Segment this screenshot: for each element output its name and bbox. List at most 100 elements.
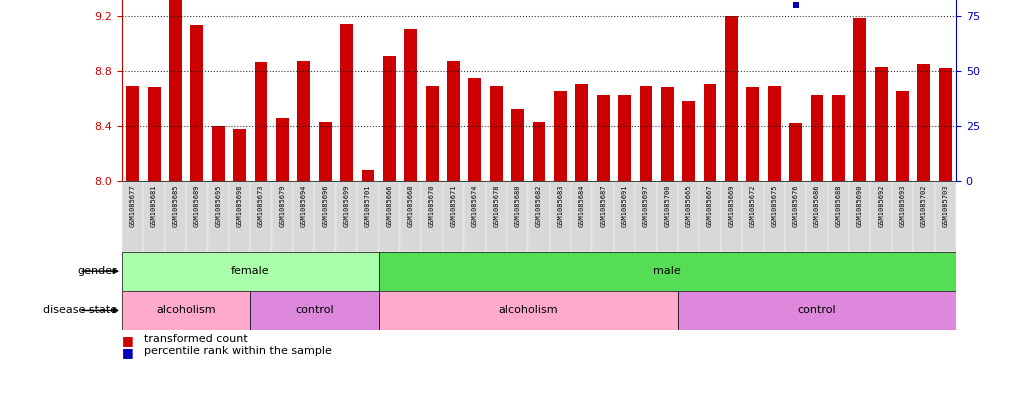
Bar bbox=[704, 84, 717, 181]
Bar bbox=[272, 181, 293, 252]
Bar bbox=[464, 181, 485, 252]
Bar bbox=[122, 181, 143, 252]
Text: GSM1085676: GSM1085676 bbox=[792, 184, 798, 227]
Bar bbox=[378, 252, 956, 291]
Bar bbox=[935, 181, 956, 252]
Bar bbox=[597, 95, 609, 181]
Bar bbox=[614, 181, 636, 252]
Bar bbox=[682, 101, 695, 181]
Text: male: male bbox=[654, 266, 681, 276]
Text: GSM1085672: GSM1085672 bbox=[750, 184, 756, 227]
Bar bbox=[378, 291, 678, 330]
Bar bbox=[357, 181, 378, 252]
Bar bbox=[576, 84, 588, 181]
Bar bbox=[721, 181, 742, 252]
Text: GSM1085671: GSM1085671 bbox=[451, 184, 457, 227]
Text: GSM1085690: GSM1085690 bbox=[856, 184, 862, 227]
Bar bbox=[806, 181, 828, 252]
Text: GSM1085702: GSM1085702 bbox=[921, 184, 926, 227]
Text: GSM1085668: GSM1085668 bbox=[408, 184, 414, 227]
Bar bbox=[122, 252, 378, 291]
Bar bbox=[528, 181, 550, 252]
Bar bbox=[764, 181, 785, 252]
Bar bbox=[276, 118, 289, 181]
Bar bbox=[212, 126, 225, 181]
Bar bbox=[896, 91, 909, 181]
Text: GSM1085697: GSM1085697 bbox=[643, 184, 649, 227]
Text: disease state: disease state bbox=[43, 305, 117, 316]
Text: GSM1085669: GSM1085669 bbox=[728, 184, 734, 227]
Bar bbox=[828, 181, 849, 252]
Bar bbox=[378, 181, 400, 252]
Bar bbox=[147, 87, 161, 181]
Text: GSM1085696: GSM1085696 bbox=[322, 184, 328, 227]
Text: GSM1085687: GSM1085687 bbox=[600, 184, 606, 227]
Bar bbox=[700, 181, 721, 252]
Bar bbox=[875, 66, 888, 181]
Bar bbox=[768, 86, 781, 181]
Bar bbox=[442, 181, 464, 252]
Bar bbox=[506, 181, 528, 252]
Text: GSM1085675: GSM1085675 bbox=[771, 184, 777, 227]
Text: alcoholism: alcoholism bbox=[157, 305, 216, 316]
Bar bbox=[293, 181, 314, 252]
Text: female: female bbox=[231, 266, 270, 276]
Bar bbox=[550, 181, 572, 252]
Text: GSM1085701: GSM1085701 bbox=[365, 184, 371, 227]
Bar bbox=[892, 181, 913, 252]
Bar bbox=[447, 61, 460, 181]
Text: GSM1085700: GSM1085700 bbox=[664, 184, 670, 227]
Bar bbox=[917, 64, 931, 181]
Bar bbox=[250, 291, 378, 330]
Text: GSM1085665: GSM1085665 bbox=[685, 184, 692, 227]
Bar bbox=[593, 181, 614, 252]
Bar bbox=[207, 181, 229, 252]
Bar bbox=[122, 291, 250, 330]
Bar bbox=[229, 181, 250, 252]
Bar bbox=[512, 109, 524, 181]
Bar bbox=[618, 95, 631, 181]
Bar bbox=[789, 123, 802, 181]
Bar bbox=[640, 86, 652, 181]
Text: percentile rank within the sample: percentile rank within the sample bbox=[144, 346, 333, 356]
Text: GSM1085679: GSM1085679 bbox=[280, 184, 286, 227]
Bar bbox=[490, 86, 502, 181]
Text: GSM1085666: GSM1085666 bbox=[386, 184, 393, 227]
Bar bbox=[336, 181, 357, 252]
Text: GSM1085682: GSM1085682 bbox=[536, 184, 542, 227]
Bar bbox=[186, 181, 207, 252]
Text: alcoholism: alcoholism bbox=[498, 305, 558, 316]
Bar bbox=[678, 291, 956, 330]
Bar bbox=[254, 62, 267, 181]
Bar bbox=[318, 122, 332, 181]
Text: GSM1085686: GSM1085686 bbox=[814, 184, 820, 227]
Bar bbox=[485, 181, 506, 252]
Text: GSM1085698: GSM1085698 bbox=[237, 184, 243, 227]
Bar bbox=[126, 86, 139, 181]
Bar bbox=[678, 181, 700, 252]
Bar bbox=[832, 95, 845, 181]
Bar bbox=[233, 129, 246, 181]
Bar bbox=[742, 181, 764, 252]
Bar bbox=[746, 87, 760, 181]
Bar bbox=[383, 55, 396, 181]
Bar bbox=[939, 68, 952, 181]
Bar bbox=[913, 181, 935, 252]
Bar bbox=[297, 61, 310, 181]
Bar bbox=[361, 170, 374, 181]
Text: GSM1085689: GSM1085689 bbox=[194, 184, 200, 227]
Text: control: control bbox=[295, 305, 334, 316]
Text: GSM1085678: GSM1085678 bbox=[493, 184, 499, 227]
Bar bbox=[554, 91, 566, 181]
Bar bbox=[849, 181, 871, 252]
Text: gender: gender bbox=[77, 266, 117, 276]
Bar bbox=[533, 122, 545, 181]
Text: GSM1085691: GSM1085691 bbox=[621, 184, 627, 227]
Bar bbox=[421, 181, 442, 252]
Text: GSM1085680: GSM1085680 bbox=[515, 184, 521, 227]
Bar bbox=[811, 95, 824, 181]
Bar bbox=[143, 181, 165, 252]
Bar bbox=[165, 181, 186, 252]
Text: GSM1085677: GSM1085677 bbox=[130, 184, 135, 227]
Bar bbox=[169, 0, 182, 181]
